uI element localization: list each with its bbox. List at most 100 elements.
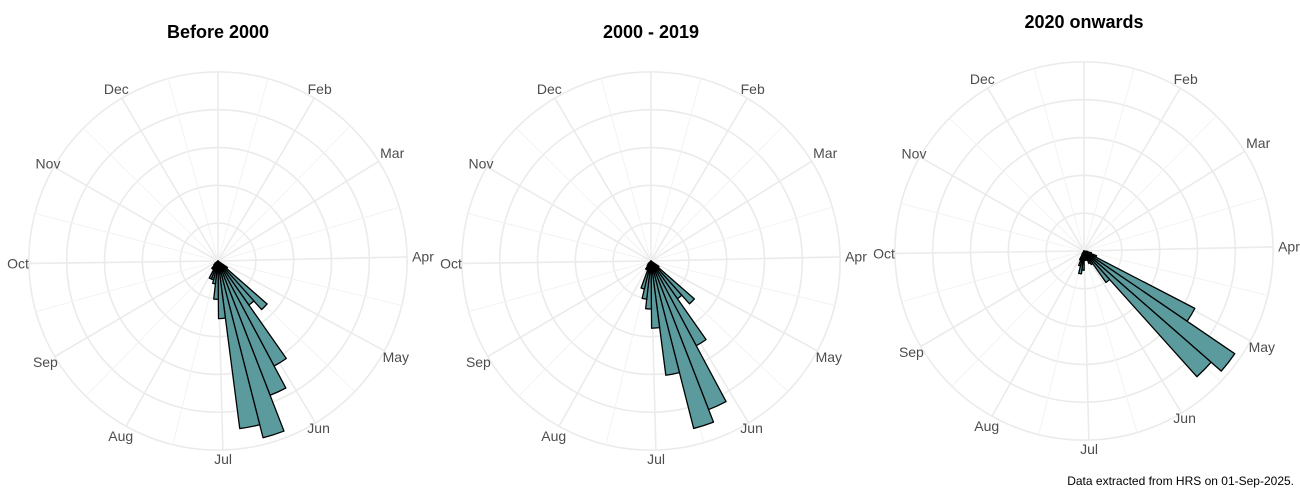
grid-spoke-minor (1083, 115, 1217, 252)
wedge-bar (1083, 250, 1212, 378)
grid-spoke-minor (1038, 250, 1085, 435)
month-label: Nov (902, 146, 927, 162)
month-label: Mar (813, 145, 837, 161)
wedge-bars (640, 260, 727, 430)
grid-spoke-minor (34, 213, 219, 262)
grid-spoke-minor (468, 260, 652, 313)
panel-2000-2019: 2000 - 2019 Feb Mar Apr May Jun Jul Aug Sep Oct N… (440, 22, 867, 467)
month-label: Aug (108, 428, 133, 444)
grid-spoke-minor (650, 78, 702, 262)
grid-spoke-minor (951, 250, 1085, 387)
grid-spoke-minor (167, 78, 219, 262)
polar-grid (461, 71, 841, 451)
wedge-bar (650, 260, 681, 376)
polar-grid (28, 71, 408, 451)
grid-spoke-minor (650, 206, 833, 262)
grid-spoke-minor (949, 117, 1085, 252)
month-label: Oct (873, 246, 895, 262)
month-label: Oct (7, 256, 29, 272)
wedge-bar (217, 260, 285, 439)
month-label: Mar (1246, 135, 1270, 151)
grid-spoke-minor (518, 260, 652, 397)
month-label: Sep (899, 344, 924, 360)
grid-spoke (1083, 150, 1246, 252)
wedge-bar (217, 260, 261, 430)
month-labels: Feb Mar Apr May Jun Jul Aug Sep Oct Nov Dec (440, 81, 867, 467)
grid-spoke (558, 260, 652, 427)
wedge-bar (217, 260, 227, 320)
grid-spoke-minor (217, 206, 400, 262)
month-label: Nov (469, 156, 494, 172)
grid-spoke-minor (1083, 250, 1138, 433)
grid-spoke-minor (217, 125, 351, 262)
grid-spoke-minor (467, 213, 652, 262)
month-label: Feb (1174, 71, 1198, 87)
wedge-bars (208, 260, 287, 439)
month-label: Jul (647, 451, 665, 467)
grid-spoke-minor (1033, 68, 1085, 252)
grid-spoke-minor (650, 125, 784, 262)
grid-spoke-minor (85, 260, 219, 397)
grid-spoke (650, 97, 748, 262)
month-label: Jul (1080, 441, 1098, 457)
grid-spoke (650, 160, 813, 262)
month-label: May (816, 349, 842, 365)
grid-spoke (217, 260, 385, 352)
grid-spoke (125, 260, 219, 427)
grid-spoke-minor (650, 260, 835, 306)
month-label: Feb (308, 81, 332, 97)
grid-spoke (121, 97, 219, 262)
month-label: Aug (974, 418, 999, 434)
grid-spoke (53, 166, 219, 262)
month-label: Apr (1278, 239, 1300, 255)
grid-spoke-minor (516, 127, 652, 262)
grid-spoke-minor (901, 250, 1085, 303)
grid-spoke (1083, 250, 1090, 441)
data-source-caption: Data extracted from HRS on 01-Sep-2025. (1067, 474, 1294, 488)
grid-spoke (461, 260, 652, 265)
panel-title: Before 2000 (167, 22, 269, 42)
grid-spoke (650, 256, 841, 262)
month-label: May (1249, 339, 1275, 355)
panel-before-2000: Before 2000 Feb Mar Apr May Jun Jul Aug Sep Oct N… (7, 22, 434, 467)
month-label: Sep (466, 354, 491, 370)
grid-spoke (1083, 246, 1274, 252)
month-label: Dec (104, 81, 129, 97)
grid-spoke (894, 250, 1085, 255)
grid-spoke-minor (217, 78, 269, 262)
grid-spoke (487, 260, 652, 358)
grid-spoke (919, 156, 1085, 252)
month-label: Apr (412, 249, 434, 265)
wedge-bar (650, 260, 661, 329)
wedge-bar (650, 260, 715, 430)
grid-spoke (486, 166, 652, 262)
grid-spoke-minor (900, 203, 1085, 252)
month-label: Feb (741, 81, 765, 97)
month-label: Aug (541, 428, 566, 444)
wedge-bar (1083, 250, 1236, 372)
grid-spoke (28, 260, 219, 265)
grid-spoke (1083, 250, 1183, 414)
month-label: Jun (740, 420, 763, 436)
wedge-bar (1083, 250, 1111, 284)
month-label: Oct (440, 256, 462, 272)
grid-spoke-minor (1083, 250, 1268, 296)
month-label: Dec (537, 81, 562, 97)
month-label: Jun (1173, 410, 1196, 426)
grid-spoke (920, 250, 1085, 348)
grid-spoke-minor (83, 127, 219, 262)
grid-spoke (1083, 87, 1181, 252)
grid-spoke-minor (172, 260, 219, 445)
month-label: May (383, 349, 409, 365)
month-labels: Feb Mar Apr May Jun Jul Aug Sep Oct Nov Dec (873, 71, 1300, 457)
month-label: Mar (380, 145, 404, 161)
wedge-bar (217, 260, 268, 311)
grid-spoke (554, 97, 652, 262)
grid-spoke-minor (35, 260, 219, 313)
grid-spoke-minor (600, 78, 652, 262)
grid-spoke (991, 250, 1085, 417)
wedge-bar (650, 260, 695, 305)
month-label: Sep (33, 354, 58, 370)
month-label: Dec (970, 71, 995, 87)
month-label: Jul (214, 451, 232, 467)
